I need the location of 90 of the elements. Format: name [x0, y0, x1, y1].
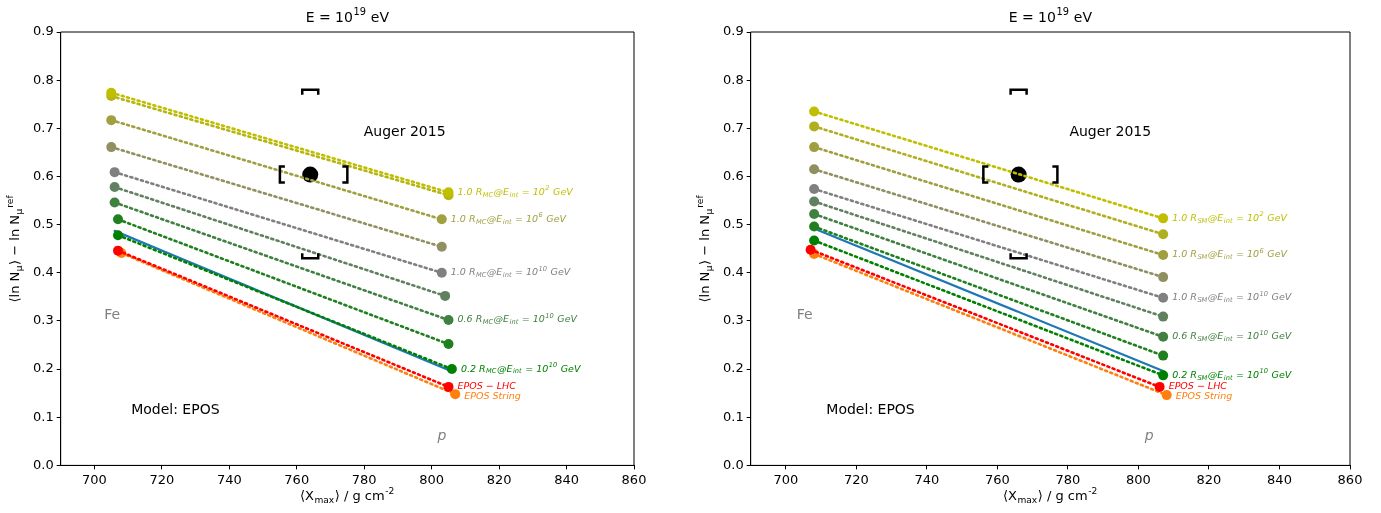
x-tick-label: 700 — [773, 471, 799, 487]
annotation: Auger 2015 — [1069, 123, 1152, 140]
x-tick-label: 720 — [149, 471, 175, 487]
y-tick-label: 0.5 — [32, 216, 54, 231]
point — [446, 364, 457, 375]
y-tick-label: 0.0 — [722, 456, 744, 472]
x-tick-label: 760 — [284, 471, 310, 487]
y-tick-label: 0.7 — [722, 119, 744, 135]
y-tick-label: 0.5 — [722, 216, 744, 231]
point — [109, 182, 120, 193]
y-tick-label: 0.8 — [722, 71, 744, 87]
annotation: Auger 2015 — [363, 123, 446, 140]
y-tick-label: 0.3 — [722, 312, 744, 328]
x-tick-label: 800 — [419, 471, 445, 487]
y-tick-label: 0.9 — [722, 23, 744, 39]
y-tick-label: 0.4 — [722, 264, 744, 280]
series-label: EPOS String — [1175, 390, 1233, 402]
y-axis-title: ⟨ln Nμ⟩ − ln Nμref — [695, 194, 714, 303]
point — [1158, 350, 1169, 361]
point — [443, 314, 454, 325]
y-axis-title: ⟨ln Nμ⟩ − ln Nμref — [5, 194, 24, 303]
point — [113, 214, 124, 225]
point — [443, 339, 454, 350]
point — [1158, 272, 1169, 283]
point — [106, 115, 117, 126]
annotation: p — [436, 426, 447, 443]
point — [809, 235, 820, 246]
x-tick-label: 860 — [621, 471, 647, 487]
point — [1158, 331, 1169, 342]
x-tick-label: 860 — [1337, 471, 1363, 487]
point — [106, 142, 117, 153]
point — [450, 389, 461, 400]
point — [809, 183, 820, 194]
point — [106, 87, 117, 98]
point — [436, 241, 447, 252]
point — [1161, 390, 1172, 401]
point — [1158, 292, 1169, 303]
x-tick-label: 840 — [554, 471, 579, 487]
annotation: Fe — [796, 306, 813, 323]
point — [805, 244, 816, 255]
y-tick-label: 0.7 — [32, 119, 54, 135]
point — [1158, 229, 1169, 240]
point — [1158, 370, 1169, 381]
point — [109, 167, 120, 178]
x-tick-label: 740 — [914, 471, 940, 487]
y-tick-label: 0.6 — [722, 167, 744, 183]
point — [1158, 249, 1169, 260]
annotation: Model: EPOS — [131, 400, 220, 417]
point — [1158, 311, 1169, 322]
y-tick-label: 0.3 — [32, 312, 54, 328]
x-tick-label: 780 — [1055, 471, 1081, 487]
point — [809, 221, 820, 232]
annotation: Fe — [104, 306, 121, 323]
x-tick-label: 780 — [351, 471, 377, 487]
point — [809, 142, 820, 153]
point — [809, 196, 820, 207]
y-tick-label: 0.6 — [32, 167, 54, 183]
annotation: p — [1143, 426, 1154, 443]
point — [1154, 381, 1165, 392]
point — [809, 106, 820, 117]
point — [809, 121, 820, 132]
x-tick-label: 700 — [81, 471, 107, 487]
y-tick-label: 0.0 — [32, 456, 54, 472]
point — [1158, 213, 1169, 224]
point — [809, 164, 820, 175]
annotation: Model: EPOS — [826, 400, 915, 417]
y-tick-label: 0.4 — [32, 264, 54, 280]
y-tick-label: 0.8 — [32, 71, 54, 87]
y-tick-label: 0.1 — [32, 408, 54, 424]
series-label: EPOS − LHC — [1168, 380, 1228, 392]
point — [113, 230, 124, 241]
point — [809, 209, 820, 220]
series-label: EPOS String — [464, 390, 521, 402]
point — [109, 197, 120, 208]
y-tick-label: 0.2 — [32, 360, 54, 376]
x-tick-label: 840 — [1267, 471, 1292, 487]
point — [440, 290, 451, 301]
x-tick-label: 740 — [216, 471, 242, 487]
x-tick-label: 760 — [985, 471, 1010, 487]
x-tick-label: 800 — [1126, 471, 1151, 487]
series-label: EPOS − LHC — [457, 380, 517, 392]
y-tick-label: 0.2 — [722, 360, 744, 376]
point — [443, 381, 454, 392]
x-tick-label: 720 — [844, 471, 869, 487]
point — [436, 214, 447, 225]
x-tick-label: 820 — [486, 471, 512, 487]
point — [436, 267, 447, 278]
x-tick-label: 820 — [1196, 471, 1222, 487]
y-tick-label: 0.9 — [32, 23, 54, 39]
y-tick-label: 0.1 — [722, 408, 744, 424]
